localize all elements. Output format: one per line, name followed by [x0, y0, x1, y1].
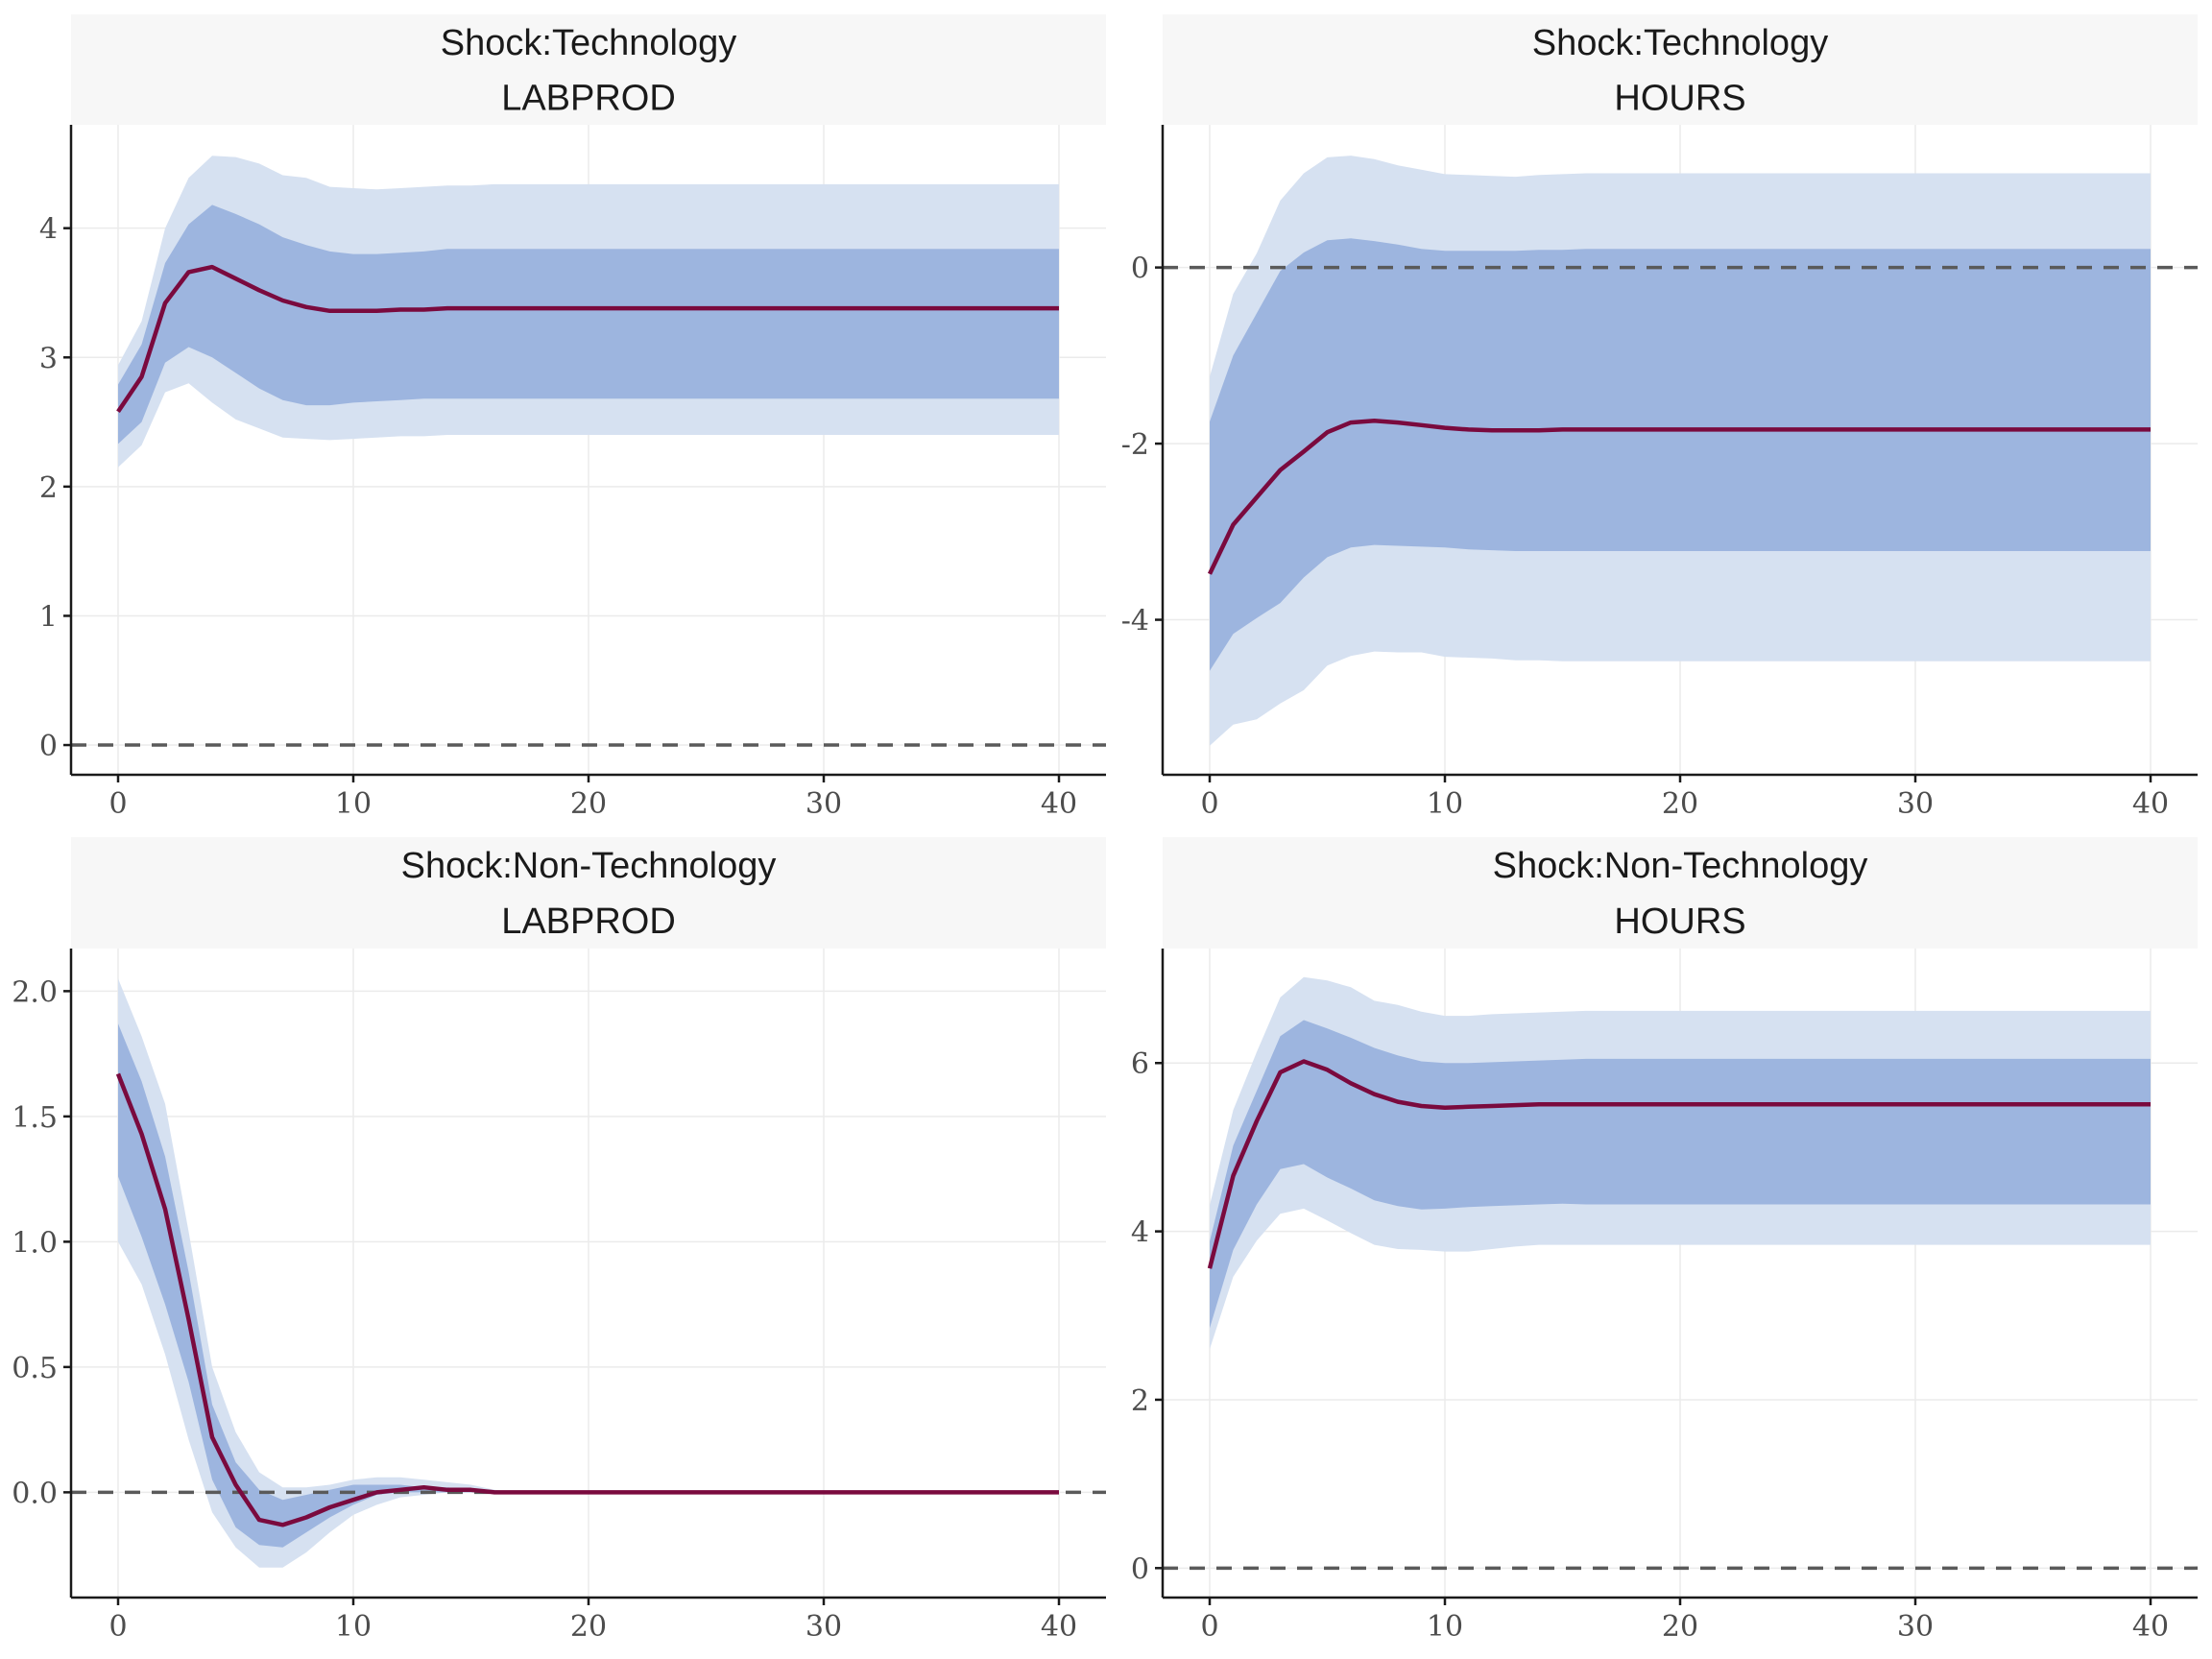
strip-variable-label: LABPROD [501, 902, 676, 942]
strip-background [71, 837, 1106, 949]
x-tick-label: 40 [1041, 1610, 1077, 1644]
x-tick-label: 30 [805, 1610, 842, 1644]
y-tick-label: 1.0 [12, 1226, 58, 1260]
y-tick-label: 0 [39, 730, 58, 763]
y-tick-label: 2 [1131, 1384, 1149, 1418]
x-tick-label: 10 [1427, 1610, 1463, 1644]
x-tick-label: 20 [1662, 787, 1698, 821]
strip-background [71, 14, 1106, 125]
y-tick-label: 3 [39, 342, 58, 375]
y-tick-label: 2.0 [12, 975, 58, 1009]
x-tick-label: 0 [1200, 1610, 1218, 1644]
x-tick-label: 40 [2132, 787, 2169, 821]
x-tick-label: 40 [2132, 1610, 2169, 1644]
panel-technology-hours: Shock:Technology HOURS 0 10 20 30 40 -4 -2 0 [1121, 14, 2198, 821]
strip-background [1163, 14, 2198, 125]
strip-shock-label: Shock:Non-Technology [401, 846, 777, 886]
x-tick-label: 20 [1662, 1610, 1698, 1644]
y-tick-label: -4 [1121, 605, 1149, 638]
inner-credible-band [118, 204, 1059, 445]
x-tick-label: 0 [108, 787, 127, 821]
strip-variable-label: HOURS [1614, 902, 1745, 942]
strip-background [1163, 837, 2198, 949]
inner-credible-band [1210, 1020, 2151, 1329]
x-tick-label: 10 [335, 787, 372, 821]
y-tick-label: 0 [1131, 1552, 1149, 1586]
x-tick-label: 10 [335, 1610, 372, 1644]
strip-variable-label: LABPROD [501, 78, 676, 118]
x-tick-label: 30 [1897, 1610, 1934, 1644]
median-response-line [116, 264, 1059, 414]
strip-variable-label: HOURS [1614, 78, 1745, 118]
median-response-line [1207, 418, 2151, 575]
panel-non-technology-labprod: Shock:Non-Technology LABPROD 0 10 20 30 40 0.… [12, 837, 1106, 1644]
plot-area: 0 10 20 30 40 0.0 0.5 1.0 1.5 2.0 [12, 949, 1106, 1644]
inner-credible-band [1210, 238, 2151, 671]
plot-area: 0 10 20 30 40 -4 -2 0 [1121, 125, 2198, 821]
x-tick-label: 30 [805, 787, 842, 821]
panel-non-technology-hours: Shock:Non-Technology HOURS 0 10 20 30 40 0 2 4 6 [1131, 837, 2198, 1644]
y-tick-label: 6 [1131, 1047, 1149, 1081]
y-tick-label: 1 [39, 600, 58, 634]
y-tick-label: 1.5 [12, 1101, 58, 1135]
y-tick-label: 2 [39, 471, 58, 505]
panel-technology-labprod: Shock:Technology LABPROD 0 10 20 30 40 0 1 2 3 4 [39, 14, 1106, 821]
x-tick-label: 0 [1200, 787, 1218, 821]
x-tick-label: 20 [570, 787, 607, 821]
y-tick-label: -2 [1121, 428, 1149, 462]
y-tick-label: 0 [1131, 252, 1149, 286]
outer-credible-band [118, 978, 1059, 1568]
strip-shock-label: Shock:Non-Technology [1493, 846, 1868, 886]
y-tick-label: 4 [1131, 1216, 1149, 1250]
x-tick-label: 20 [570, 1610, 607, 1644]
median-response-line [115, 1072, 1059, 1527]
y-tick-label: 0.0 [12, 1477, 58, 1510]
y-tick-label: 0.5 [12, 1352, 58, 1385]
x-tick-label: 0 [108, 1610, 127, 1644]
x-tick-label: 10 [1427, 787, 1463, 821]
strip-shock-label: Shock:Technology [441, 23, 736, 63]
median-response-line [1207, 1059, 2151, 1269]
plot-area: 0 10 20 30 40 0 1 2 3 4 [39, 125, 1106, 821]
strip-shock-label: Shock:Technology [1532, 23, 1828, 63]
x-tick-label: 30 [1897, 787, 1934, 821]
y-tick-label: 4 [39, 213, 58, 247]
plot-area: 0 10 20 30 40 0 2 4 6 [1131, 949, 2198, 1644]
x-tick-label: 40 [1041, 787, 1077, 821]
